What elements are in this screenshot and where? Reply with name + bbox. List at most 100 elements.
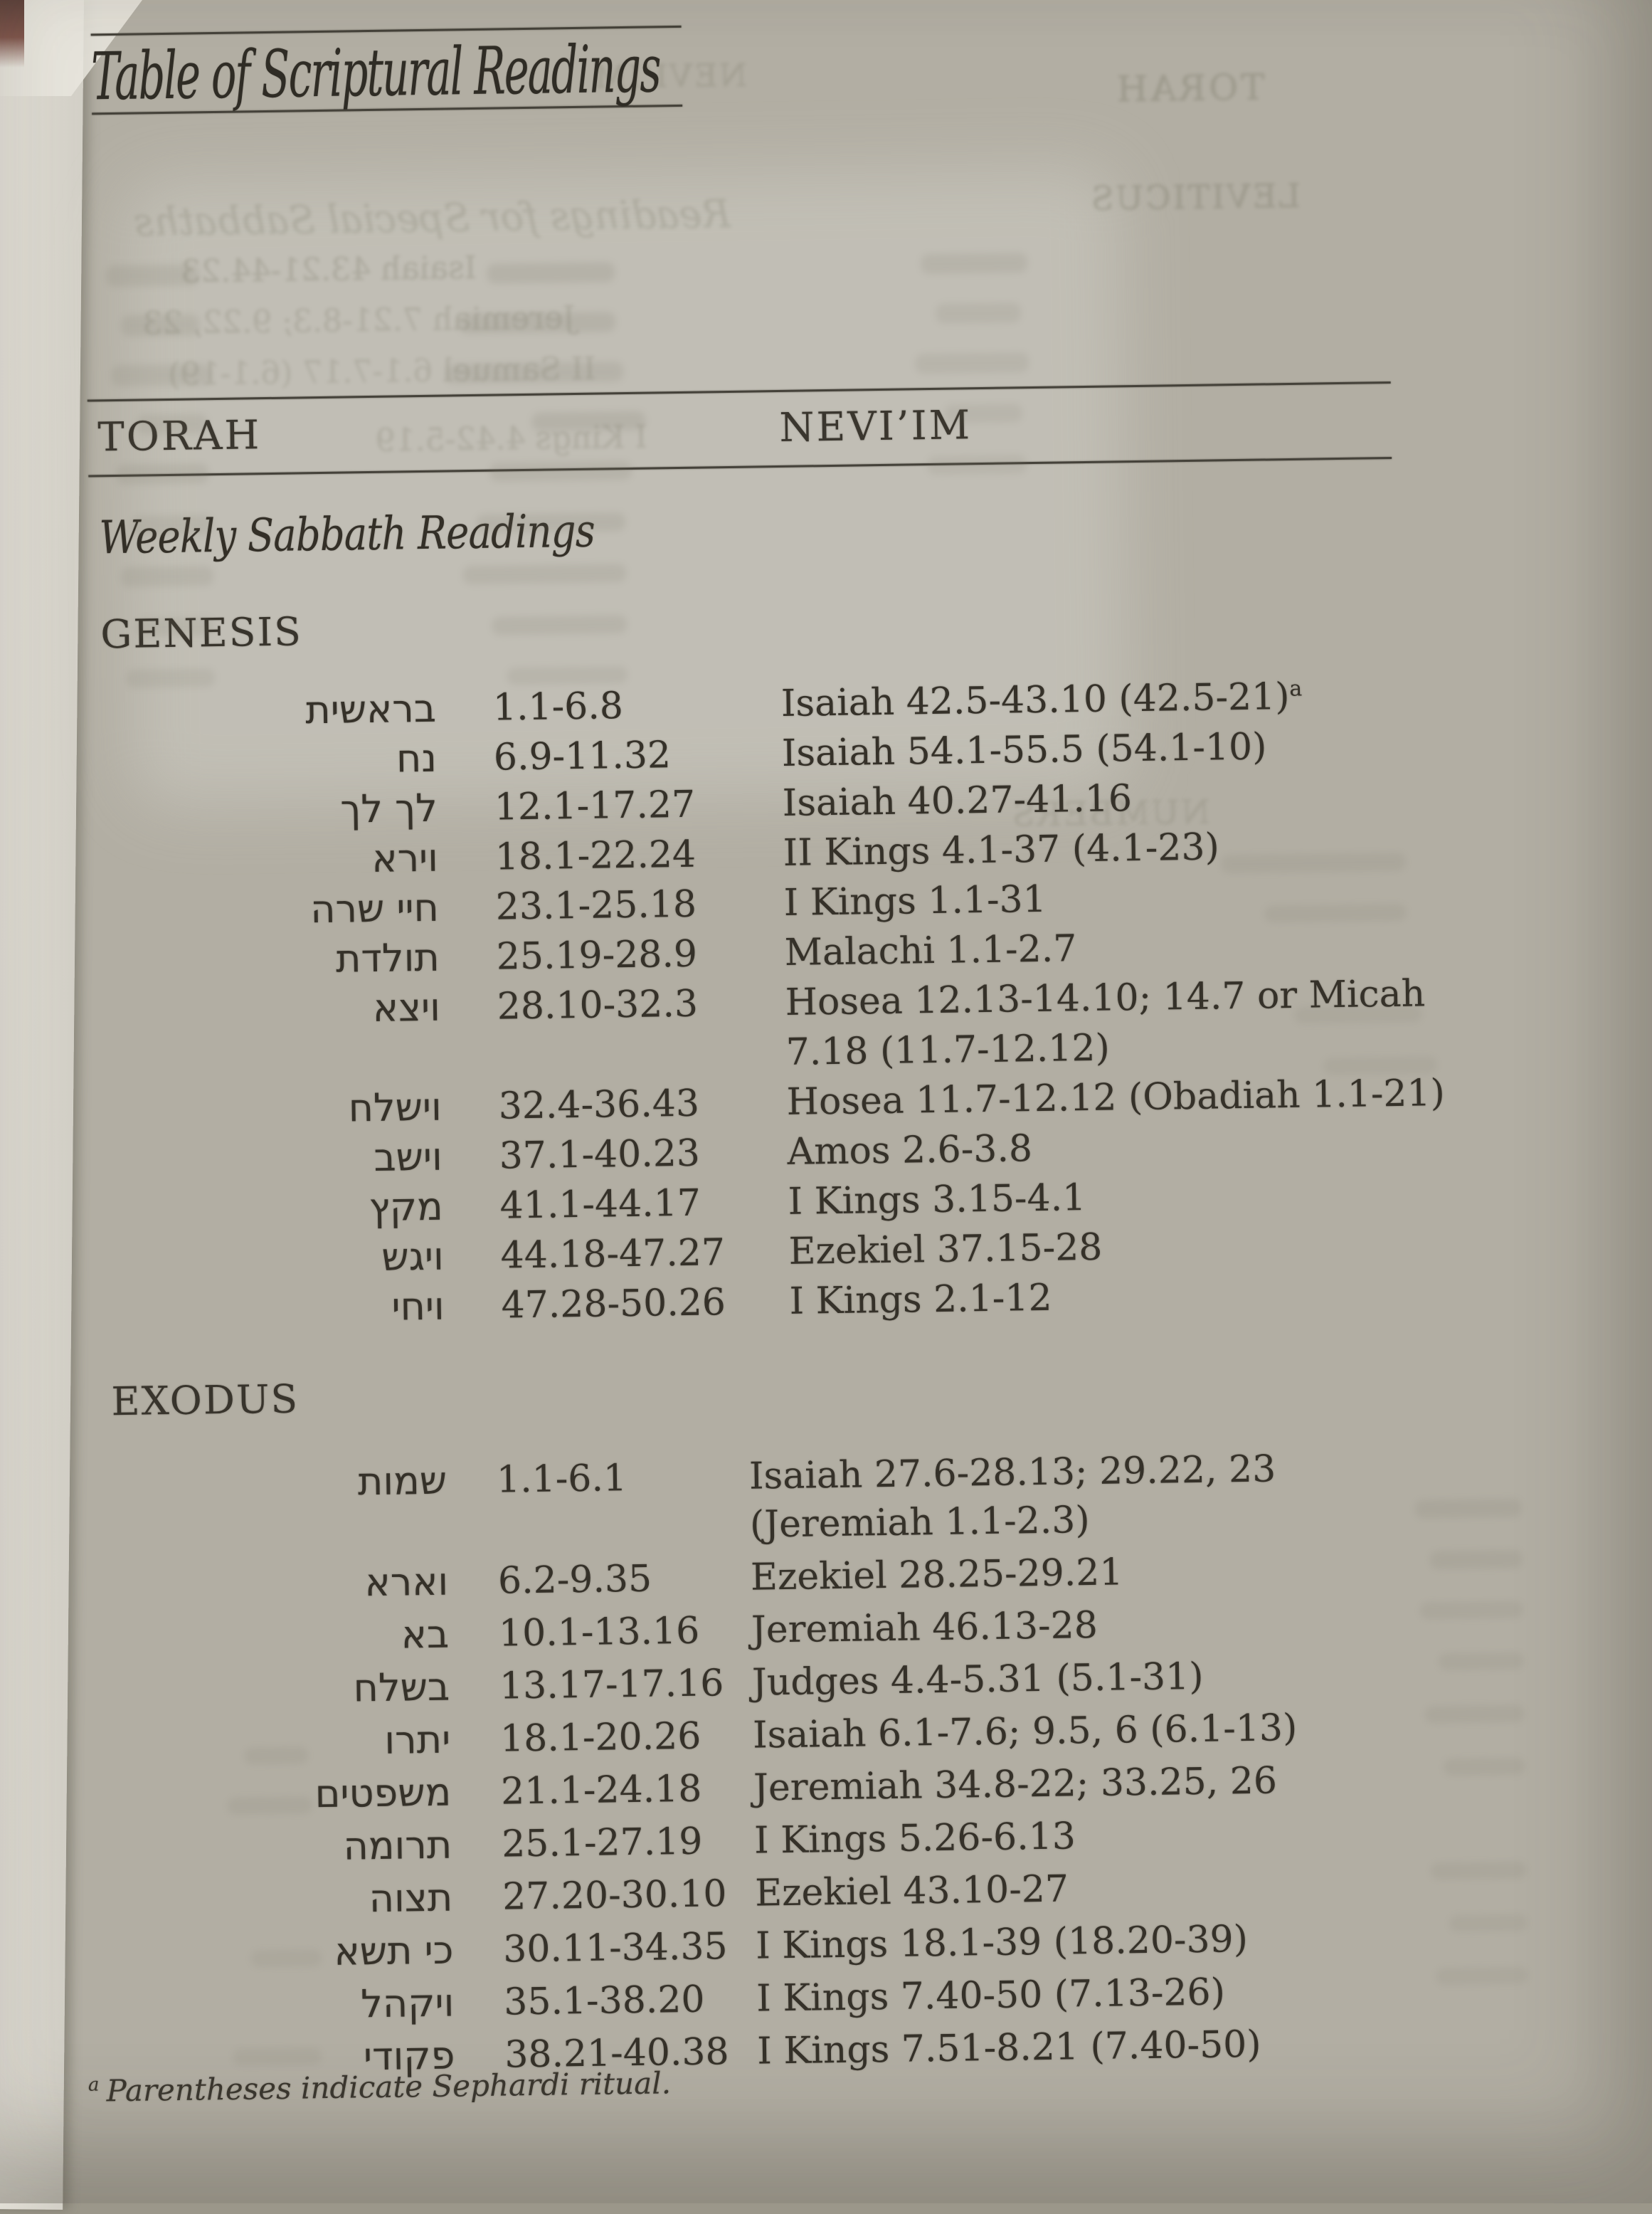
haftarah-reading: Malachi 1.1-2.7 [784, 927, 1077, 974]
parashah-hebrew-name: בא [401, 1611, 450, 1657]
bleedthrough-smudge [1430, 1861, 1527, 1880]
background-sliver [0, 0, 24, 68]
haftarah-reading: Jeremiah 46.13-28 [751, 1603, 1098, 1652]
parashah-hebrew-name: ויגש [381, 1233, 445, 1280]
torah-range: 12.1-17.27 [494, 783, 696, 829]
bleedthrough-smudge [1424, 1704, 1525, 1724]
section-exodus: EXODUS שמות 1.1-6.1 Isaiah 27.6-28.13; 29.2… [111, 1360, 1466, 2084]
bleedthrough-smudge [106, 264, 199, 288]
bleedthrough-smudge [476, 512, 626, 533]
haftarah-reading: Isaiah 40.27-41.16 [782, 777, 1133, 825]
haftarah-reading: I Kings 18.1-39 (18.20-39) [755, 1917, 1249, 1968]
parashah-hebrew-name: בראשית [305, 685, 437, 733]
page-title: Table of Scriptural Readings [90, 31, 661, 115]
bleedthrough-smudge [445, 362, 624, 384]
torah-range: 6.2-9.35 [497, 1557, 652, 1603]
parashah-hebrew-name: תולדת [335, 934, 440, 981]
parashah-hebrew-name: מקץ [369, 1184, 444, 1230]
column-header-neviim: NEVI’IM [779, 402, 973, 451]
bleedthrough-smudge [136, 617, 215, 637]
bleedthrough-reading: Isaiah 43.21-44.23 [180, 249, 477, 290]
torah-range: 30.11-34.35 [502, 1925, 728, 1971]
bleedthrough-smudge [936, 302, 1022, 324]
torah-range: 18.1-22.24 [494, 833, 697, 879]
parashah-hebrew-name: וירא [371, 835, 439, 882]
bleedthrough-subtitle: Readings for Special Sabbaths [133, 191, 731, 245]
bleedthrough-smudge [489, 460, 632, 482]
torah-range: 23.1-25.18 [495, 882, 697, 929]
haftarah-reading: I Kings 7.40-50 (7.13-26) [756, 1971, 1226, 2020]
bleedthrough-leviticus-header: LEVITICUS [1089, 176, 1301, 218]
parashah-hebrew-name: ויצא [372, 984, 441, 1031]
readings-table: GENESIS בראשית 1.1-6.8 Isaiah 42.5-43.10 (4… [100, 593, 1466, 2089]
parashah-hebrew-name: וישלח [348, 1084, 443, 1131]
bleedthrough-smudge [137, 413, 208, 435]
torah-range: 10.1-13.16 [498, 1609, 700, 1655]
bleedthrough-smudge [233, 2047, 322, 2066]
parashah-hebrew-name: בשלח [353, 1664, 450, 1711]
torah-range: 27.20-30.10 [502, 1872, 727, 1919]
bleedthrough-smudge [121, 314, 200, 337]
torah-range: 35.1-38.20 [503, 1978, 705, 2024]
bleedthrough-smudge [1438, 1652, 1524, 1671]
haftarah-reading: Judges 4.4-5.31 (5.1-31) [751, 1655, 1204, 1704]
haftarah-reading: Ezekiel 37.15-28 [788, 1225, 1103, 1273]
bleedthrough-smudge [915, 352, 1029, 374]
torah-range: 25.19-28.9 [496, 932, 698, 979]
bleedthrough-smudge [1414, 1498, 1522, 1519]
torah-range: 18.1-20.26 [499, 1714, 701, 1761]
torah-range: 41.1-44.17 [499, 1181, 701, 1228]
torah-range: 47.28-50.26 [501, 1281, 726, 1327]
haftarah-reading: I Kings 5.26-6.13 [753, 1815, 1076, 1862]
torah-range: 1.1-6.8 [492, 685, 624, 729]
bleedthrough-smudge [1435, 1966, 1529, 1986]
bleedthrough-smudge [1449, 1914, 1528, 1933]
reading-row: שמות 1.1-6.1 Isaiah 27.6-28.13; 29.22, 23 … [112, 1443, 1458, 1558]
bleedthrough-smudge [927, 455, 1027, 475]
torah-range: 13.17-17.16 [499, 1662, 724, 1708]
bleedthrough-smudge [250, 1949, 322, 1968]
bleedthrough-smudge [111, 364, 211, 387]
haftarah-reading: Isaiah 54.1-55.5 (54.1-10) [781, 725, 1267, 775]
footnote-text: Parentheses indicate Sephardi ritual. [106, 2065, 672, 2109]
bleedthrough-smudge [507, 665, 628, 685]
bleedthrough-smudge [126, 668, 216, 688]
footnote: a Parentheses indicate Sephardi ritual. [88, 2065, 672, 2108]
torah-range: 6.9-11.32 [493, 734, 672, 779]
haftarah-reading: Ezekiel 43.10-27 [754, 1867, 1069, 1915]
parashah-hebrew-name: חיי שרה [309, 885, 440, 932]
torah-range: 1.1-6.1 [496, 1457, 628, 1502]
torah-range: 32.4-36.43 [498, 1082, 700, 1128]
bleedthrough-smudge [116, 463, 209, 485]
parashah-hebrew-name: וישב [373, 1134, 443, 1181]
haftarah-reading: I Kings 3.15-4.1 [788, 1176, 1086, 1223]
bleedthrough-smudge [131, 515, 213, 536]
bleedthrough-smudge [459, 312, 616, 334]
bleedthrough-smudge [492, 614, 628, 636]
haftarah-reading: Hosea 11.7-12.12 (Obadiah 1.1-21) [786, 1072, 1446, 1124]
parashah-hebrew-name: תצוה [369, 1875, 453, 1922]
parashah-hebrew-name: ויחי [391, 1283, 445, 1329]
haftarah-reading: Isaiah 27.6-28.13; 29.22, 23 (Jeremiah 1… [748, 1448, 1276, 1546]
haftarah-reading: Jeremiah 34.8-22; 33.25, 26 [753, 1759, 1278, 1810]
section-genesis: GENESIS בראשית 1.1-6.8 Isaiah 42.5-43.10 (4… [100, 593, 1455, 1336]
bleedthrough-smudge [921, 253, 1028, 275]
parashah-hebrew-name: לך לך [339, 785, 438, 832]
torah-range: 28.10-32.3 [497, 982, 699, 1028]
parashah-hebrew-name: תרומה [343, 1822, 452, 1869]
parashah-hebrew-name: שמות [357, 1457, 448, 1504]
bleedthrough-smudge [944, 404, 1023, 423]
bleedthrough-smudge [1429, 1549, 1523, 1570]
torah-range: 25.1-27.19 [501, 1820, 703, 1866]
footnote-marker: a [88, 2074, 100, 2096]
bleedthrough-smudge [462, 564, 627, 585]
bleedthrough-smudge [1293, 1005, 1423, 1024]
haftarah-reading: I Kings 2.1-12 [789, 1276, 1052, 1323]
haftarah-reading: Isaiah 6.1-7.6; 9.5, 6 (6.1-13) [752, 1706, 1298, 1757]
reading-row: ויצא 28.10-32.3 Hosea 12.13-14.10; 14.7 or… [105, 969, 1451, 1087]
bleedthrough-torah-header: TORAH [1113, 66, 1265, 110]
parashah-hebrew-name: נח [396, 735, 438, 781]
bleedthrough-smudge [244, 1746, 309, 1765]
torah-range: 37.1-40.23 [499, 1132, 701, 1178]
